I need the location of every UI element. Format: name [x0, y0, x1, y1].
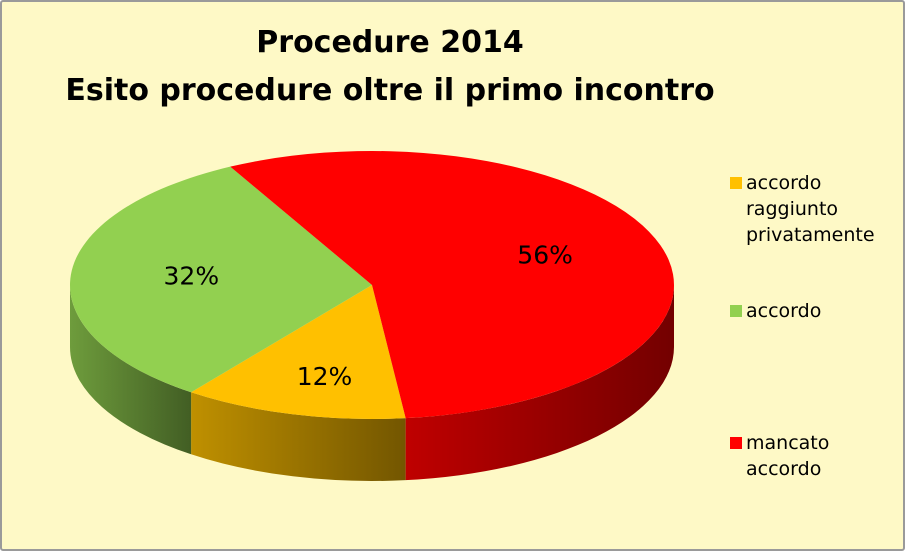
legend-item: accordo raggiunto privatamente	[730, 170, 890, 248]
pie-sides	[70, 285, 674, 481]
legend-label: mancato accordo	[746, 432, 830, 480]
pie-slice	[69, 166, 373, 393]
legend-item: accordo	[730, 298, 890, 324]
legend-swatch	[730, 177, 742, 189]
chart-subtitle: Esito procedure oltre il primo incontro	[65, 73, 714, 108]
data-label: 56%	[517, 240, 573, 269]
legend-label: accordo raggiunto privatamente	[746, 172, 875, 246]
chart-title: Procedure 2014	[256, 25, 523, 60]
slice-side	[191, 392, 406, 481]
legend-swatch	[730, 305, 742, 317]
legend-item: mancato accordo	[730, 430, 890, 482]
pie-slice	[191, 285, 406, 419]
pie-slice	[230, 150, 675, 419]
slice-side	[405, 285, 674, 481]
legend-swatch	[730, 437, 742, 449]
legend-label: accordo	[746, 300, 822, 322]
data-label: 32%	[164, 262, 220, 291]
slice-side	[70, 285, 192, 455]
data-label: 12%	[297, 362, 353, 391]
